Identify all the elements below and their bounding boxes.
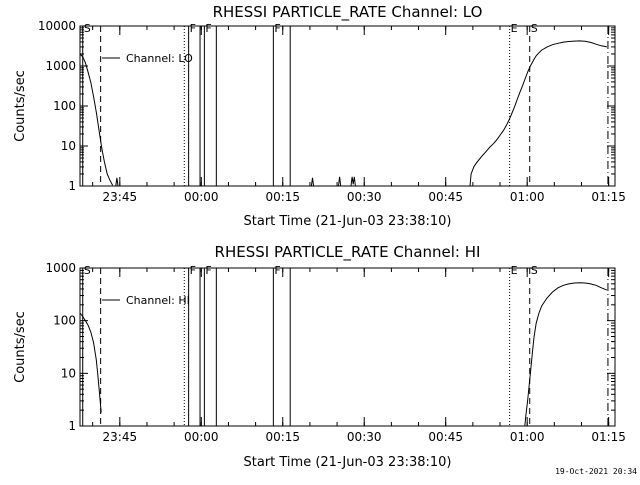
event-marker-label: E	[511, 264, 518, 277]
x-tick-label: 01:00	[510, 430, 545, 444]
x-tick-label: 00:00	[184, 190, 219, 204]
y-tick-label: 1000	[45, 59, 76, 73]
plot-frame	[79, 25, 616, 187]
event-marker-label: F	[190, 264, 196, 277]
event-marker-label: F	[205, 264, 211, 277]
event-marker-label: E	[511, 22, 518, 35]
plot-frame	[79, 267, 616, 427]
y-tick-label: 1	[68, 179, 76, 193]
event-marker-label: S	[84, 22, 91, 35]
series-line-segment	[338, 176, 342, 187]
y-axis-label: Counts/sec	[13, 311, 28, 383]
plot-hi-channel: RHESSI PARTICLE_RATE Channel: HI Start Ti…	[13, 243, 626, 470]
x-tick-label: 00:15	[265, 430, 300, 444]
series-line-segment	[79, 53, 114, 186]
event-marker-label: F	[190, 22, 196, 35]
chart-title: RHESSI PARTICLE_RATE Channel: HI	[215, 243, 481, 262]
series-line-segment	[79, 312, 102, 413]
event-marker-label: S	[531, 264, 538, 277]
y-tick-label: 100	[53, 99, 76, 113]
chart-title: RHESSI PARTICLE_RATE Channel: LO	[213, 3, 483, 22]
x-tick-label: 00:30	[347, 430, 382, 444]
x-axis-label: Start Time (21-Jun-03 23:38:10)	[244, 455, 452, 470]
legend-label: Channel: HI	[126, 294, 190, 307]
series-line-segment	[469, 40, 607, 187]
y-tick-label: 10	[61, 366, 76, 380]
event-marker-label: F	[205, 22, 211, 35]
x-tick-label: 00:45	[428, 430, 463, 444]
event-marker-label: S	[84, 264, 91, 277]
x-tick-label: 01:15	[591, 190, 626, 204]
y-tick-label: 1000	[45, 261, 76, 275]
x-tick-label: 00:30	[347, 190, 382, 204]
plot-lo-channel: RHESSI PARTICLE_RATE Channel: LO Start Ti…	[13, 3, 626, 229]
y-tick-label: 100	[53, 314, 76, 328]
series-line-segment	[350, 176, 356, 187]
legend-label: Channel: LO	[126, 52, 193, 65]
x-tick-label: 23:45	[103, 430, 138, 444]
y-tick-label: 10	[61, 139, 76, 153]
x-tick-label: 01:15	[591, 430, 626, 444]
x-axis-label: Start Time (21-Jun-03 23:38:10)	[244, 214, 452, 229]
series-line-segment	[310, 177, 315, 187]
x-tick-label: 01:00	[510, 190, 545, 204]
x-tick-label: 23:45	[103, 190, 138, 204]
y-tick-label: 1	[68, 419, 76, 433]
y-axis-label: Counts/sec	[13, 70, 28, 142]
x-tick-label: 00:00	[184, 430, 219, 444]
footer-timestamp: 19-Oct-2021 20:34	[555, 467, 637, 476]
x-tick-label: 00:15	[265, 190, 300, 204]
event-marker-label: S	[531, 22, 538, 35]
event-marker-label: F	[274, 264, 280, 277]
x-tick-label: 00:45	[428, 190, 463, 204]
series-line-segment	[524, 282, 608, 427]
series-line-segment	[115, 177, 119, 187]
event-marker-label: F	[274, 22, 280, 35]
y-tick-label: 10000	[38, 19, 76, 33]
